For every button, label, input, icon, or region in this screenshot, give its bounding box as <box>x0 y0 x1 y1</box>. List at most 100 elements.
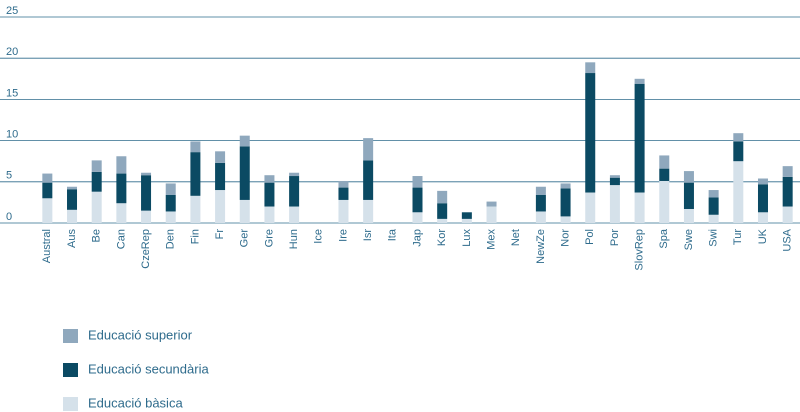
bar-segment <box>239 135 250 147</box>
bar-segment <box>535 211 546 223</box>
bar-segment <box>757 178 768 185</box>
x-tick-label: Pol <box>584 229 596 245</box>
bar-segment <box>338 180 349 188</box>
bar-segment <box>215 162 226 191</box>
bar-segment <box>338 187 349 200</box>
legend-swatch <box>63 397 78 411</box>
bar-segment <box>461 212 472 219</box>
bar-segment <box>67 189 78 210</box>
bar-segment <box>42 182 53 199</box>
bar-segment <box>486 201 497 207</box>
x-tick-label: Ire <box>337 229 349 242</box>
bar-segment <box>264 175 275 183</box>
y-tick-label: 10 <box>6 129 18 141</box>
x-tick-label: Ice <box>313 229 325 244</box>
bar-segment <box>560 183 571 189</box>
bar-segment <box>116 203 127 223</box>
bar-segment <box>609 185 620 223</box>
x-tick-label: Be <box>91 229 103 242</box>
bar-segment <box>733 161 744 223</box>
bar-segment <box>609 177 620 186</box>
y-tick-label: 0 <box>6 211 12 223</box>
x-tick-label: Can <box>115 229 127 249</box>
bar-segment <box>782 206 793 223</box>
bar-segment <box>116 173 127 204</box>
bar-segment <box>535 186 546 195</box>
bar-segment <box>708 190 719 198</box>
bar-segment <box>165 194 176 212</box>
x-tick-label: Jap <box>411 229 423 247</box>
bar-segment <box>634 192 645 223</box>
bar-segment <box>683 182 694 209</box>
bar-segment <box>42 198 53 223</box>
bar-segment <box>190 152 201 196</box>
bar-segment <box>190 195 201 223</box>
bar-segment <box>165 183 176 195</box>
bar-segment <box>535 194 546 212</box>
x-tick-label: Lux <box>461 229 473 247</box>
x-tick-label: Isr <box>362 229 374 242</box>
bar-segment <box>634 83 645 193</box>
bar-segment <box>264 206 275 223</box>
bar-segment <box>215 190 226 223</box>
legend-label: Educació bàsica <box>88 395 183 410</box>
bar-segment <box>486 206 497 223</box>
bar-segment <box>659 180 670 223</box>
x-tick-label: Fin <box>189 229 201 244</box>
x-tick-label: UK <box>757 228 769 244</box>
legend-swatch <box>63 329 78 343</box>
bar-segment <box>141 175 152 211</box>
bar-segment <box>412 187 423 213</box>
bar-segment <box>412 212 423 223</box>
x-tick-label: Aus <box>66 229 78 248</box>
bar-segment <box>585 73 596 193</box>
bar-segment <box>67 209 78 223</box>
x-tick-label: USA <box>782 228 794 251</box>
x-tick-label: SlovRep <box>634 229 646 271</box>
bar-segment <box>338 199 349 223</box>
x-tick-label: Austral <box>41 229 53 263</box>
bar-segment <box>437 218 448 223</box>
x-tick-label: Nor <box>559 229 571 247</box>
x-tick-label: Swe <box>683 229 695 250</box>
bar-segment <box>683 171 694 183</box>
x-tick-label: Hun <box>288 229 300 249</box>
x-tick-label: Swi <box>708 229 720 247</box>
x-tick-label: Den <box>165 229 177 249</box>
bar-segment <box>782 176 793 207</box>
bar-segment <box>683 208 694 223</box>
bar-segment <box>165 211 176 223</box>
bar-segment <box>239 146 250 200</box>
bar-segment <box>141 210 152 223</box>
x-tick-label: Ita <box>387 228 399 241</box>
bar-segment <box>560 216 571 223</box>
x-tick-label: Gre <box>263 229 275 247</box>
legend-swatch <box>63 363 78 377</box>
bar-segment <box>757 212 768 223</box>
y-tick-label: 15 <box>6 87 18 99</box>
bar-segment <box>461 218 472 223</box>
legend-label: Educació secundària <box>88 361 209 376</box>
bar-segment <box>708 214 719 223</box>
bar-segment <box>141 172 152 176</box>
x-tick-label: Por <box>609 229 621 246</box>
bar-segment <box>363 160 374 200</box>
bar-segment <box>289 172 300 177</box>
bar-segment <box>585 192 596 223</box>
bar-segment <box>215 151 226 163</box>
x-tick-label: NewZe <box>535 229 547 264</box>
bar-segment <box>659 155 670 169</box>
bar-segment <box>733 141 744 162</box>
bar-segment <box>42 173 53 183</box>
bar-segment <box>634 78 645 84</box>
bar-segment <box>363 138 374 161</box>
bar-segment <box>560 188 571 217</box>
bar-segment <box>116 156 127 174</box>
x-tick-label: Mex <box>485 229 497 250</box>
bar-segment <box>437 203 448 219</box>
bar-segment <box>733 133 744 142</box>
legend-label: Educació superior <box>88 327 193 342</box>
bar-segment <box>437 190 448 204</box>
bar-segment <box>585 62 596 74</box>
bar-segment <box>91 171 102 192</box>
